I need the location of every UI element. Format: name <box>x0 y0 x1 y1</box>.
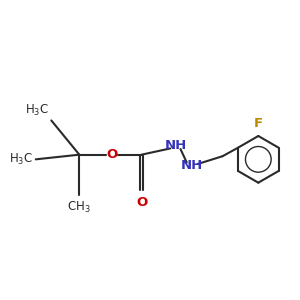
Text: F: F <box>254 117 263 130</box>
Text: O: O <box>136 196 147 209</box>
Text: $\mathsf{CH_3}$: $\mathsf{CH_3}$ <box>68 200 91 215</box>
Text: NH: NH <box>165 139 187 152</box>
Text: $\mathsf{H_3C}$: $\mathsf{H_3C}$ <box>25 103 49 118</box>
Text: NH: NH <box>180 159 202 172</box>
Text: O: O <box>106 148 118 161</box>
Text: $\mathsf{H_3C}$: $\mathsf{H_3C}$ <box>8 152 33 167</box>
